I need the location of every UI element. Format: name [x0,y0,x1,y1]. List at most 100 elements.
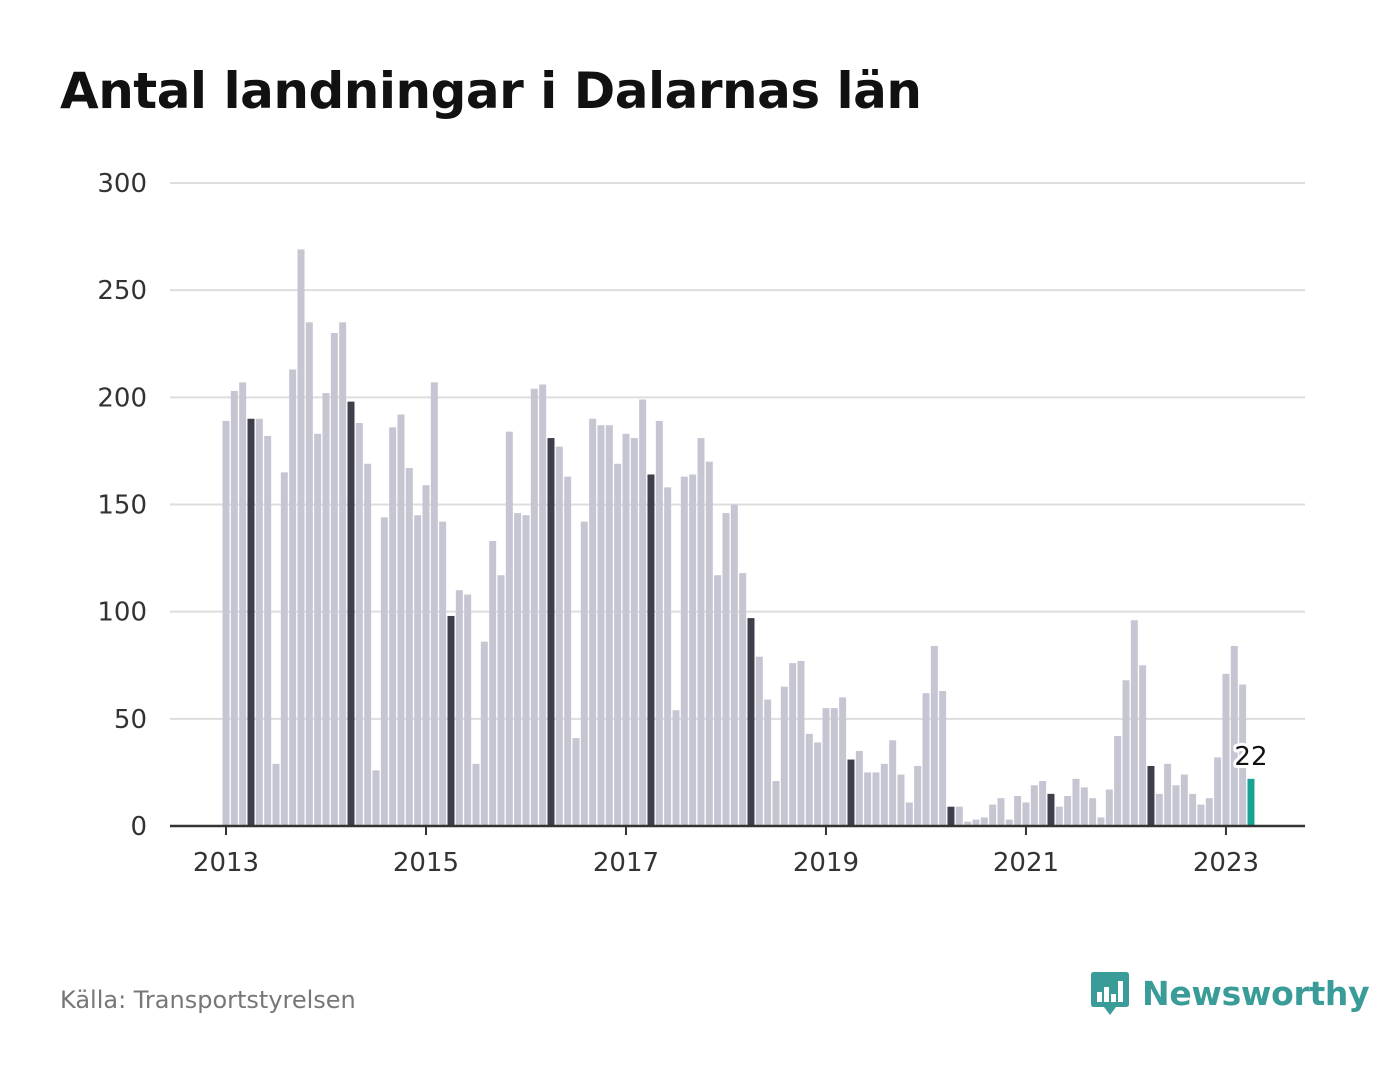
bar [322,393,330,826]
bar [630,438,638,826]
bar [230,390,238,826]
y-tick-label: 250 [97,276,147,306]
bar [772,780,780,826]
bar [447,615,455,826]
bar [1239,684,1247,826]
bar [1055,806,1063,826]
bar [822,708,830,826]
bar [1080,787,1088,826]
y-tick-label: 0 [130,812,147,842]
bar [389,427,397,826]
bar [539,384,547,826]
bar [714,575,722,826]
bar [1197,804,1205,826]
bar [1180,774,1188,826]
bar [622,433,630,826]
bar [705,461,713,826]
bar [1005,819,1013,826]
bar [397,414,405,826]
brand-logo: Newsworthy [1090,968,1370,1018]
bar [739,573,747,826]
y-tick-label: 150 [97,491,147,521]
bar [272,763,280,826]
bar [1172,785,1180,826]
bar [955,806,963,826]
bar [314,433,322,826]
bar [972,819,980,826]
x-axis: 2013 2015 2017 2019 2021 2023 [170,824,1305,878]
bar [222,420,230,826]
bar [930,645,938,826]
bar [855,750,863,826]
bar [580,521,588,826]
bar [889,740,897,826]
bar [664,487,672,826]
bar [297,249,305,826]
bar [264,435,272,826]
bar [514,513,522,826]
x-tick-label: 2021 [993,848,1059,878]
y-tick-label: 100 [97,598,147,628]
bar [1030,785,1038,826]
bar [480,641,488,826]
bar [764,699,772,826]
bar [639,399,647,826]
bar [414,515,422,826]
bar [1164,763,1172,826]
bar [947,806,955,826]
newsworthy-logo-icon [1091,972,1129,1015]
source-note: Källa: Transportstyrelsen [60,986,356,1014]
bar [1039,780,1047,826]
bar [439,521,447,826]
bar [239,382,247,826]
y-tick-label: 50 [114,705,147,735]
bar [780,686,788,826]
bar [789,663,797,826]
bar [380,517,388,826]
bar [997,798,1005,826]
x-tick-label: 2017 [593,848,659,878]
bar [1130,620,1138,826]
bar [522,515,530,826]
bar [614,463,622,826]
bar [572,738,580,826]
latest-annotation: 22 [1231,739,1270,775]
bar [505,431,513,826]
bar [464,594,472,826]
bar [1122,680,1130,826]
bar [747,618,755,826]
bar [722,513,730,826]
bar [530,388,538,826]
latest-value-label: 22 [1234,742,1267,772]
bar [364,463,372,826]
bar [1147,765,1155,826]
bar [1222,673,1230,826]
bar [422,485,430,826]
bar [1064,795,1072,826]
bar [1097,817,1105,826]
bar [1047,793,1055,826]
bar [797,660,805,826]
y-axis-ticks: 0 50 100 150 200 250 300 [97,169,147,842]
chart-title: Antal landningar i Dalarnas län [60,62,922,120]
x-tick-label: 2015 [393,848,459,878]
bar [289,369,297,826]
bar [355,423,363,826]
bar [1247,778,1255,826]
bar [547,438,555,826]
bars [222,249,1255,826]
bar [430,382,438,826]
bar [489,540,497,826]
bar [830,708,838,826]
bar [905,802,913,826]
bar [672,710,680,826]
bar [1139,665,1147,826]
bar [839,697,847,826]
bar [655,420,663,826]
bar [1089,798,1097,826]
bar [1022,802,1030,826]
bar [330,333,338,826]
bar [589,418,597,826]
bar [339,322,347,826]
